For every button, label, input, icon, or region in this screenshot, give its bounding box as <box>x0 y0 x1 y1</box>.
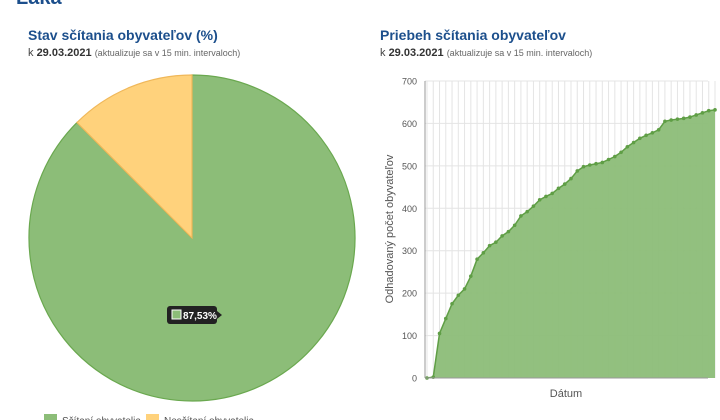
y-tick-label: 400 <box>402 204 417 214</box>
y-tick-label: 200 <box>402 289 417 299</box>
area-point[interactable] <box>481 251 486 255</box>
area-point[interactable] <box>537 198 542 202</box>
y-tick-label: 500 <box>402 161 417 171</box>
y-tick-label: 700 <box>402 77 417 87</box>
y-tick-label: 100 <box>402 331 417 341</box>
y-tick-label: 300 <box>402 246 417 256</box>
header-partial-title-strip: Láka <box>0 0 720 10</box>
area-point[interactable] <box>638 136 642 141</box>
area-fill <box>427 109 715 378</box>
area-point[interactable] <box>688 115 692 119</box>
area-point[interactable] <box>619 150 623 155</box>
area-subtitle-note: (aktualizuje sa v 15 min. intervaloch) <box>446 48 593 58</box>
area-point[interactable] <box>656 127 661 132</box>
area-point[interactable] <box>575 169 580 173</box>
pie-legend[interactable]: Sčítaní obyvatelia Nesčítaní obyvatelia <box>44 414 254 420</box>
pie-chart-subtitle: k 29.03.2021 (aktualizuje sa v 15 min. i… <box>28 47 240 59</box>
area-point[interactable] <box>613 154 617 159</box>
area-point[interactable] <box>456 293 461 298</box>
area-point[interactable] <box>631 140 636 145</box>
area-point[interactable] <box>706 108 711 113</box>
area-point[interactable] <box>562 182 567 186</box>
area-point[interactable] <box>700 111 705 115</box>
area-point[interactable] <box>556 186 561 191</box>
area-point[interactable] <box>681 116 686 121</box>
header-partial-title: Láka <box>16 0 62 10</box>
area-point[interactable] <box>663 119 667 124</box>
area-point[interactable] <box>437 331 442 336</box>
area-point[interactable] <box>525 209 529 214</box>
area-point[interactable] <box>587 163 592 167</box>
area-point[interactable] <box>487 243 492 248</box>
pie-slice-not-counted[interactable] <box>76 74 193 240</box>
area-subtitle-date: 29.03.2021 <box>388 47 444 59</box>
area-point[interactable] <box>669 118 673 122</box>
area-point[interactable] <box>650 130 655 135</box>
area-point[interactable] <box>569 176 573 181</box>
area-chart-title: Priebeh sčítania obyvateľov <box>380 27 566 43</box>
area-point[interactable] <box>694 113 699 117</box>
pie-subtitle-prefix: k <box>28 47 34 59</box>
y-tick-label: 600 <box>402 119 417 129</box>
legend-swatch-1 <box>146 414 159 420</box>
pie-subtitle-date: 29.03.2021 <box>36 47 92 59</box>
area-subtitle-prefix: k <box>380 47 386 59</box>
area-point[interactable] <box>594 161 598 166</box>
area-point[interactable] <box>713 108 717 112</box>
x-axis-label: Dátum <box>550 388 582 400</box>
area-point[interactable] <box>544 194 548 199</box>
area-point[interactable] <box>506 229 511 234</box>
area-point[interactable] <box>600 160 605 165</box>
area-point[interactable] <box>450 301 454 306</box>
area-point[interactable] <box>625 144 630 149</box>
area-point[interactable] <box>494 240 498 245</box>
legend-label-1[interactable]: Nesčítaní obyvatelia <box>164 416 254 420</box>
area-point[interactable] <box>500 234 504 238</box>
area-point[interactable] <box>531 204 536 208</box>
pie-subtitle-note: (aktualizuje sa v 15 min. intervaloch) <box>94 48 241 58</box>
area-chart-subtitle: k 29.03.2021 (aktualizuje sa v 15 min. i… <box>380 47 592 59</box>
area-point[interactable] <box>475 257 479 262</box>
area-point[interactable] <box>606 157 611 162</box>
pie-tooltip: 87,53% <box>167 306 222 324</box>
legend-swatch-0 <box>44 414 57 420</box>
y-tick-label: 0 <box>412 374 417 384</box>
area-point[interactable] <box>581 164 586 169</box>
area-point[interactable] <box>469 274 473 278</box>
area-point[interactable] <box>443 316 448 321</box>
legend-label-0[interactable]: Sčítaní obyvatelia <box>62 416 141 420</box>
area-point[interactable] <box>462 287 467 291</box>
pie-chart-title: Stav sčítania obyvateľov (%) <box>28 27 218 43</box>
pie-tooltip-text: 87,53% <box>183 311 217 322</box>
area-point[interactable] <box>519 214 523 218</box>
area-point[interactable] <box>512 223 517 228</box>
area-point[interactable] <box>644 133 648 138</box>
area-point[interactable] <box>550 191 555 196</box>
y-axis-label: Odhadovaný počet obyvateľov <box>384 154 396 303</box>
area-point[interactable] <box>675 117 680 121</box>
